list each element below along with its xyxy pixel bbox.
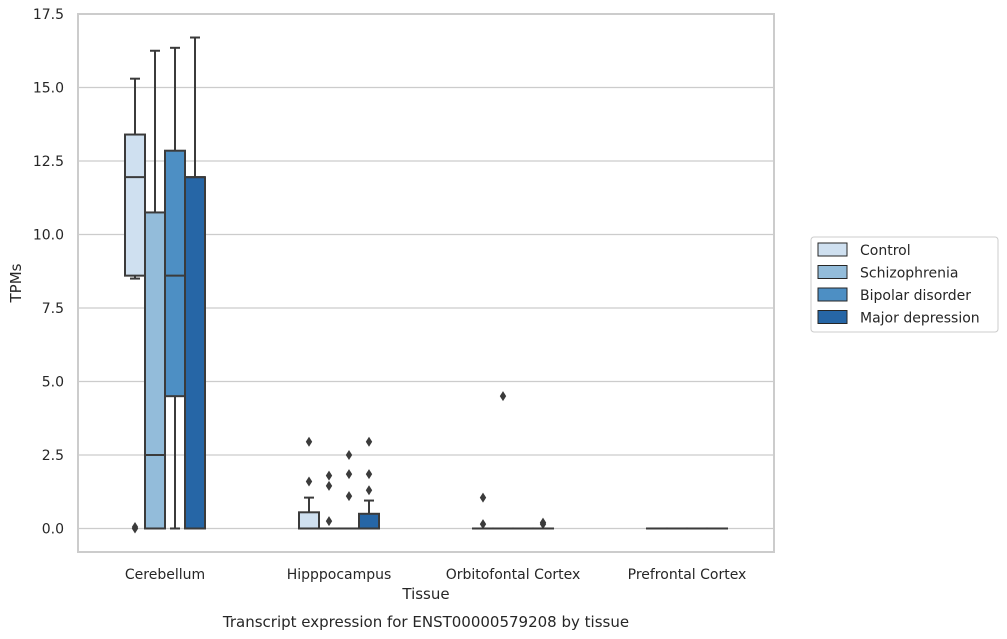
- flier-point: [365, 469, 373, 480]
- y-tick-label: 12.5: [33, 154, 64, 170]
- flier-point: [479, 492, 487, 503]
- box-0-3: [184, 36, 206, 530]
- box-1-1: [318, 470, 340, 530]
- y-tick-label: 17.5: [33, 7, 64, 23]
- box-2-0: [472, 492, 494, 530]
- y-tick-label: 7.5: [42, 301, 64, 317]
- x-tick-label: Orbitofontal Cortex: [446, 567, 581, 583]
- box-2-3: [532, 517, 554, 530]
- box-iqr: [144, 211, 166, 530]
- flier-point: [365, 485, 373, 496]
- x-axis-label: Tissue: [401, 585, 449, 603]
- x-axis-ticks: Cerebellum Hipppocampus Orbitofontal Corte…: [125, 567, 746, 583]
- y-tick-label: 5.0: [42, 374, 64, 390]
- box-iqr: [298, 511, 320, 530]
- legend-swatch: [817, 242, 848, 257]
- y-tick-label: 10.0: [33, 227, 64, 243]
- box-1-0: [298, 436, 320, 530]
- box-0-1: [144, 49, 166, 530]
- legend-swatch: [817, 310, 848, 324]
- y-axis-ticks: 0.0 2.5 5.0 7.5 10.0 12.5 15.0 17.5: [33, 7, 64, 537]
- box-0-0: [124, 77, 146, 534]
- box-iqr: [358, 512, 380, 530]
- x-tick-label: Hipppocampus: [287, 567, 392, 583]
- box-1-2: [338, 449, 360, 530]
- flier-point: [365, 436, 373, 447]
- legend-frame: [810, 236, 999, 333]
- flier-point: [131, 522, 139, 533]
- y-tick-label: 2.5: [42, 448, 64, 464]
- flier-point: [345, 469, 353, 480]
- box-0-2: [164, 46, 186, 530]
- x-tick-label: Prefrontal Cortex: [628, 567, 747, 583]
- legend-swatch: [817, 287, 848, 302]
- legend-label: Bipolar disorder: [860, 288, 971, 304]
- box-plot-series: [124, 36, 728, 534]
- flier-point: [325, 470, 333, 481]
- flier-point: [305, 436, 313, 447]
- box-iqr: [164, 149, 186, 398]
- legend-label: Control: [860, 243, 911, 259]
- box-2-1: [492, 391, 514, 530]
- y-tick-label: 0.0: [42, 521, 64, 537]
- legend: Control Schizophrenia Bipolar disorder Majo…: [810, 236, 999, 333]
- y-tick-label: 15.0: [33, 80, 64, 96]
- flier-point: [345, 491, 353, 502]
- legend-label: Schizophrenia: [860, 266, 958, 282]
- flier-point: [325, 516, 333, 527]
- flier-point: [305, 476, 313, 487]
- box-iqr: [184, 176, 206, 530]
- flier-point: [325, 480, 333, 491]
- y-axis-label: TPMs: [7, 263, 25, 303]
- plot-frame: [77, 13, 775, 553]
- flier-point: [479, 519, 487, 530]
- chart-caption: Transcript expression for ENST0000057920…: [222, 613, 629, 631]
- flier-point: [345, 449, 353, 460]
- flier-point: [499, 391, 507, 402]
- legend-label: Major depression: [860, 311, 980, 327]
- box-1-3: [358, 436, 380, 530]
- box-iqr: [124, 133, 146, 277]
- legend-swatch: [817, 265, 848, 279]
- flier-point: [539, 517, 547, 528]
- x-tick-label: Cerebellum: [125, 567, 205, 583]
